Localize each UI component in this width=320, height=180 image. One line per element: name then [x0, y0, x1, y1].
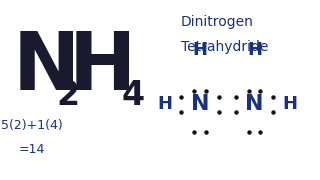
Text: H: H	[282, 95, 297, 113]
Text: N: N	[191, 94, 209, 114]
Text: 2: 2	[56, 79, 79, 112]
Text: H: H	[157, 95, 172, 113]
Text: H: H	[247, 41, 262, 59]
Text: N: N	[13, 29, 80, 107]
Text: H: H	[193, 41, 207, 59]
Text: Dinitrogen: Dinitrogen	[181, 15, 254, 29]
Text: H: H	[69, 29, 136, 107]
Text: Tetrahydride: Tetrahydride	[181, 40, 268, 54]
Text: N: N	[245, 94, 264, 114]
Text: =14: =14	[19, 143, 45, 156]
Text: 5(2)+1(4): 5(2)+1(4)	[1, 120, 63, 132]
Text: 4: 4	[122, 79, 145, 112]
